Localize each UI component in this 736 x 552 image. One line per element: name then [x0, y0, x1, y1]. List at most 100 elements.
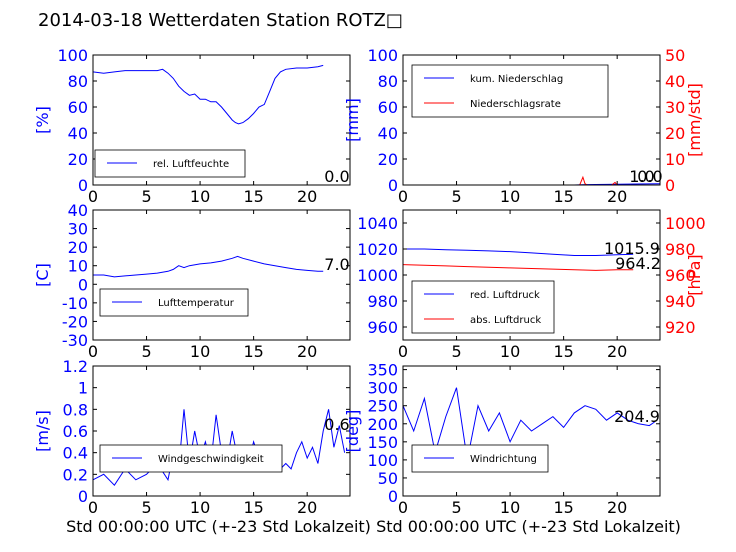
x-tick-label: 5	[141, 498, 151, 517]
y-axis-label: [m/s]	[33, 410, 52, 452]
legend-box	[411, 444, 549, 473]
y-tick-label: 40	[378, 124, 398, 143]
y-tick-label: 60	[68, 98, 88, 117]
y2-tick-label: 1000	[665, 214, 706, 233]
series-line-pressure-0	[403, 248, 634, 256]
x-tick-label: 0	[88, 187, 98, 206]
y-tick-label: 20	[68, 238, 88, 257]
value-annotation: 1015.9	[604, 239, 660, 258]
y-tick-label: 40	[68, 201, 88, 220]
y-tick-label: 0	[78, 275, 88, 294]
axes-frame-wind_dir	[402, 365, 661, 497]
x-tick-label: 0	[398, 187, 408, 206]
y-tick-label: 1020	[357, 240, 398, 259]
y-tick-label: 150	[367, 433, 398, 452]
y-tick-label: 1040	[357, 214, 398, 233]
legend-box	[411, 64, 609, 118]
value-annotation: 0.0	[324, 167, 349, 186]
y-tick-label: 250	[367, 397, 398, 416]
y-tick-label: 0.4	[63, 444, 88, 463]
value-annotation: 964.2	[615, 254, 661, 273]
legend-label: abs. Luftdruck	[470, 315, 541, 326]
value-annotation: 1.0	[629, 167, 654, 186]
axes-frame-temperature	[92, 209, 351, 341]
y-tick-label: -20	[62, 312, 88, 331]
x-tick-label: 10	[190, 342, 210, 361]
legend-label: kum. Niederschlag	[470, 74, 563, 85]
value-annotation: 0.6	[324, 415, 349, 434]
value-annotation: 0.0	[637, 167, 662, 186]
y-tick-label: 0	[78, 176, 88, 195]
series-line-humidity-0	[92, 64, 324, 125]
y-axis-label: [C]	[33, 263, 52, 287]
x-tick-label: 5	[141, 187, 151, 206]
y-tick-label: 350	[367, 361, 398, 380]
y-tick-label: 0	[388, 487, 398, 506]
x-tick-label: 20	[297, 498, 317, 517]
y-tick-label: 30	[68, 220, 88, 239]
chart-title: 2014-03-18 Wetterdaten Station ROTZ□	[38, 10, 403, 31]
y2-tick-label: 980	[665, 240, 696, 259]
y2-tick-label: 20	[665, 124, 685, 143]
x-tick-label: 15	[553, 498, 573, 517]
y2-axis-label: [hPa]	[685, 254, 704, 295]
y2-tick-label: 30	[665, 98, 685, 117]
series-line-pressure-1	[402, 264, 634, 271]
axes-frame-humidity	[92, 54, 351, 186]
y-tick-label: 1000	[357, 266, 398, 285]
y2-axis-label: [mm/std]	[685, 83, 704, 157]
y-tick-label: 20	[378, 150, 398, 169]
x-tick-label: 15	[243, 187, 263, 206]
panel-temperature	[92, 209, 351, 341]
y-axis-label: [mm]	[343, 98, 362, 142]
series-line-wind_dir-0	[402, 387, 655, 460]
y-tick-label: 0.6	[63, 422, 88, 441]
y-tick-label: -30	[62, 331, 88, 350]
y-tick-label: 40	[68, 124, 88, 143]
axes-frame-precip	[402, 54, 661, 186]
x-axis-label: Std 00:00:00 UTC (+-23 Std Lokalzeit)	[66, 517, 371, 536]
axes-frame-wind_speed	[92, 365, 351, 497]
y-tick-label: 0.2	[63, 465, 88, 484]
x-tick-label: 0	[398, 342, 408, 361]
x-tick-label: 15	[553, 342, 573, 361]
y2-tick-label: 10	[665, 150, 685, 169]
x-tick-label: 20	[297, 187, 317, 206]
panel-wind_dir	[402, 365, 661, 497]
y2-tick-label: 0	[665, 176, 675, 195]
series-line-temperature-0	[93, 255, 324, 278]
legend-label: Niederschlagsrate	[470, 99, 561, 110]
y-tick-label: 20	[68, 150, 88, 169]
x-axis-label: Std 00:00:00 UTC (+-23 Std Lokalzeit)	[376, 517, 681, 536]
y2-tick-label: 920	[665, 318, 696, 337]
x-tick-label: 10	[190, 187, 210, 206]
y-tick-label: 0	[78, 487, 88, 506]
legend-label: Lufttemperatur	[158, 298, 235, 309]
x-tick-label: 20	[607, 187, 627, 206]
y-axis-label: [deg]	[343, 410, 362, 453]
x-tick-label: 5	[141, 342, 151, 361]
x-tick-label: 5	[451, 342, 461, 361]
legend-label: rel. Luftfeuchte	[153, 159, 229, 170]
x-tick-label: 10	[500, 187, 520, 206]
y-tick-label: 100	[367, 46, 398, 65]
x-tick-label: 10	[190, 498, 210, 517]
legend-label: Windrichtung	[470, 454, 537, 465]
x-tick-label: 0	[398, 498, 408, 517]
x-tick-label: 20	[607, 498, 627, 517]
y2-tick-label: 40	[665, 72, 685, 91]
legend-label: Windgeschwindigkeit	[158, 454, 264, 465]
y-tick-label: 1.2	[63, 357, 88, 376]
legend-label: red. Luftdruck	[470, 290, 540, 301]
x-tick-label: 0	[88, 342, 98, 361]
y-axis-label: [%]	[33, 106, 52, 134]
x-tick-label: 20	[607, 342, 627, 361]
x-tick-label: 0	[88, 498, 98, 517]
value-annotation: 204.9	[614, 407, 660, 426]
panel-humidity	[92, 54, 351, 186]
y-tick-label: 0	[388, 176, 398, 195]
y-tick-label: 60	[378, 98, 398, 117]
x-tick-label: 10	[500, 498, 520, 517]
panel-precip	[402, 54, 661, 186]
